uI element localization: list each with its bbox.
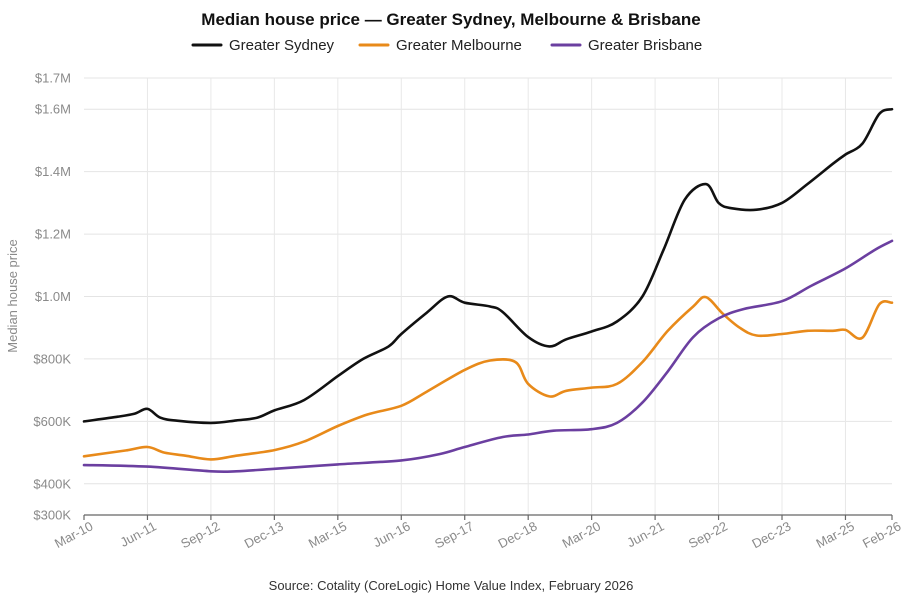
series-line-greater-melbourne <box>82 295 894 461</box>
x-axis-ticks: Mar-10 Jun-11 Sep-12 Dec-13 Mar-15 Jun-16 Sep-… <box>52 515 903 551</box>
x-tick-label: Jun-21 <box>624 518 666 550</box>
legend-label-greater-sydney: Greater Sydney <box>229 37 335 54</box>
y-tick-label: $400K <box>33 476 71 491</box>
x-tick-label: Sep-17 <box>432 518 476 551</box>
series-lines <box>82 107 894 474</box>
y-tick-label: $1.7M <box>35 71 71 86</box>
x-tick-label: Mar-20 <box>560 518 603 551</box>
y-tick-label: $1.4M <box>35 164 71 179</box>
x-tick-label: Jun-11 <box>118 518 159 549</box>
x-tick-label: Jun-16 <box>371 518 413 550</box>
source-note: Source: Cotality (CoreLogic) Home Value … <box>269 578 634 593</box>
series-line-greater-brisbane <box>82 239 894 474</box>
x-tick-label: Dec-18 <box>496 518 540 551</box>
y-tick-label: $800K <box>33 351 71 366</box>
chart-title: Median house price — Greater Sydney, Mel… <box>201 10 700 29</box>
x-tick-label: Feb-26 <box>860 518 903 551</box>
y-tick-label: $1.2M <box>35 227 71 242</box>
y-tick-label: $600K <box>33 414 71 429</box>
y-axis-ticks: $1.7M $1.6M $1.4M $1.2M $1.0M $800K $600K $400K… <box>33 71 71 523</box>
y-tick-label: $300K <box>33 508 71 523</box>
gridlines <box>84 77 892 516</box>
y-tick-label: $1.0M <box>35 289 71 304</box>
x-tick-label: Mar-15 <box>306 518 349 551</box>
x-tick-label: Sep-22 <box>686 518 730 551</box>
legend: Greater Sydney Greater Melbourne Greater B… <box>191 37 702 54</box>
x-tick-label: Mar-10 <box>52 518 95 551</box>
x-tick-label: Sep-12 <box>178 518 222 551</box>
legend-label-greater-brisbane: Greater Brisbane <box>588 37 702 54</box>
legend-label-greater-melbourne: Greater Melbourne <box>396 37 522 54</box>
y-axis-label: Median house price <box>5 239 20 352</box>
x-tick-label: Dec-13 <box>242 518 286 551</box>
x-tick-label: Dec-23 <box>749 518 793 551</box>
y-tick-label: $1.6M <box>35 102 71 117</box>
x-tick-label: Mar-25 <box>813 518 856 551</box>
series-line-greater-sydney <box>82 107 894 425</box>
